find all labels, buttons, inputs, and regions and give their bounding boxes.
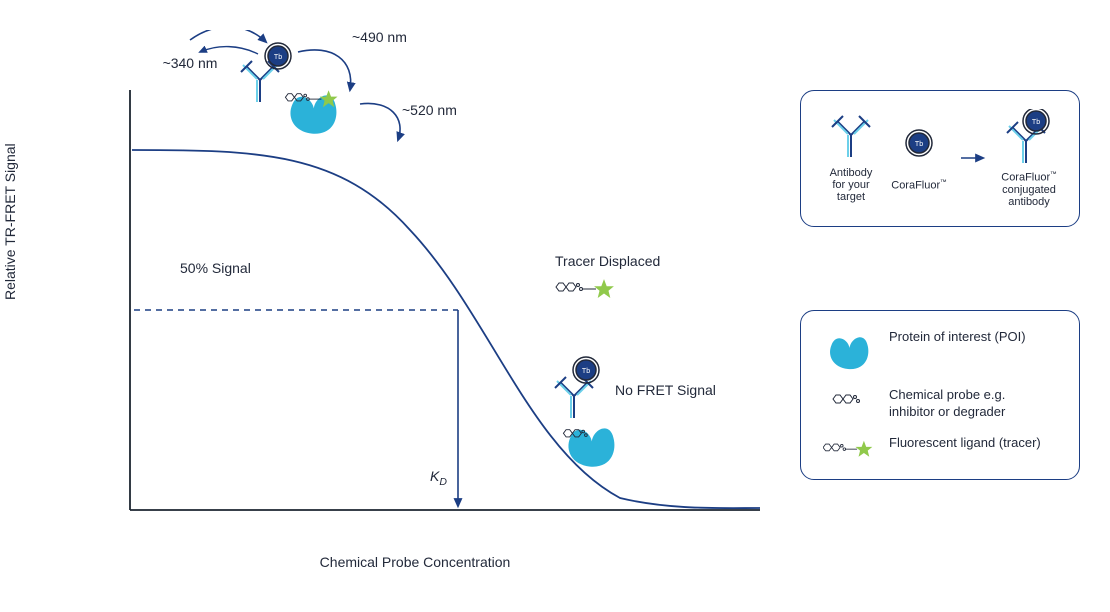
legend-corafluor-label: CoraFluor™ [891,179,947,192]
legend-protein-label: Protein of interest (POI) [889,329,1057,346]
fifty-percent-label: 50% Signal [180,260,251,276]
no-fret-label: No FRET Signal [615,382,716,398]
fret-complex-top [241,43,338,134]
tracer-icon [823,435,873,461]
legend-row-protein: Protein of interest (POI) [823,329,1057,373]
corafluor-icon [902,125,936,173]
conjugated-antibody-icon [1006,109,1052,165]
x-axis-label: Chemical Probe Concentration [60,554,770,570]
chemical-probe-icon [823,387,873,413]
legend-bottom-box: Protein of interest (POI) Chemical probe… [800,310,1080,480]
chart-area: Tb [60,30,770,560]
legend-antibody-label: Antibodyfor yourtarget [830,167,873,203]
axes [130,90,760,510]
displacement-curve [132,150,760,508]
legend-tracer-label: Fluorescent ligand (tracer) [889,435,1057,452]
antibody-icon [829,113,873,161]
legend-conjugated-col: CoraFluor™conjugatedantibody [1001,109,1057,208]
protein-icon [823,329,873,373]
legend-probe-label: Chemical probe e.g.inhibitor or degrader [889,387,1057,421]
wl-donor: ~490 nm [352,30,407,45]
arrow-excite-back [200,47,258,54]
tracer-displaced-icon [556,279,614,298]
legend-conjugated-label: CoraFluor™conjugatedantibody [1001,171,1057,208]
arrow-donor-to-acceptor [298,50,351,90]
arrow-excite-in [190,30,266,42]
chart-svg: Tb [60,30,770,560]
wl-excite: ~340 nm [163,55,218,71]
kd-label: KD [430,468,447,488]
legend-antibody-col: Antibodyfor yourtarget [823,113,879,203]
legend-arrow-icon [959,151,989,165]
wl-acceptor: ~520 nm [402,102,457,118]
tracer-displaced-label: Tracer Displaced [555,253,660,269]
legend-corafluor-col: CoraFluor™ [891,125,947,192]
legend-top-box: Antibodyfor yourtarget CoraFluor™ CoraFl… [800,90,1080,227]
no-fret-complex [555,357,614,467]
y-axis-label: Relative TR-FRET Signal [2,143,18,300]
arrow-acceptor-emit [360,103,400,140]
legend-row-probe: Chemical probe e.g.inhibitor or degrader [823,387,1057,421]
legend-row-tracer: Fluorescent ligand (tracer) [823,435,1057,461]
